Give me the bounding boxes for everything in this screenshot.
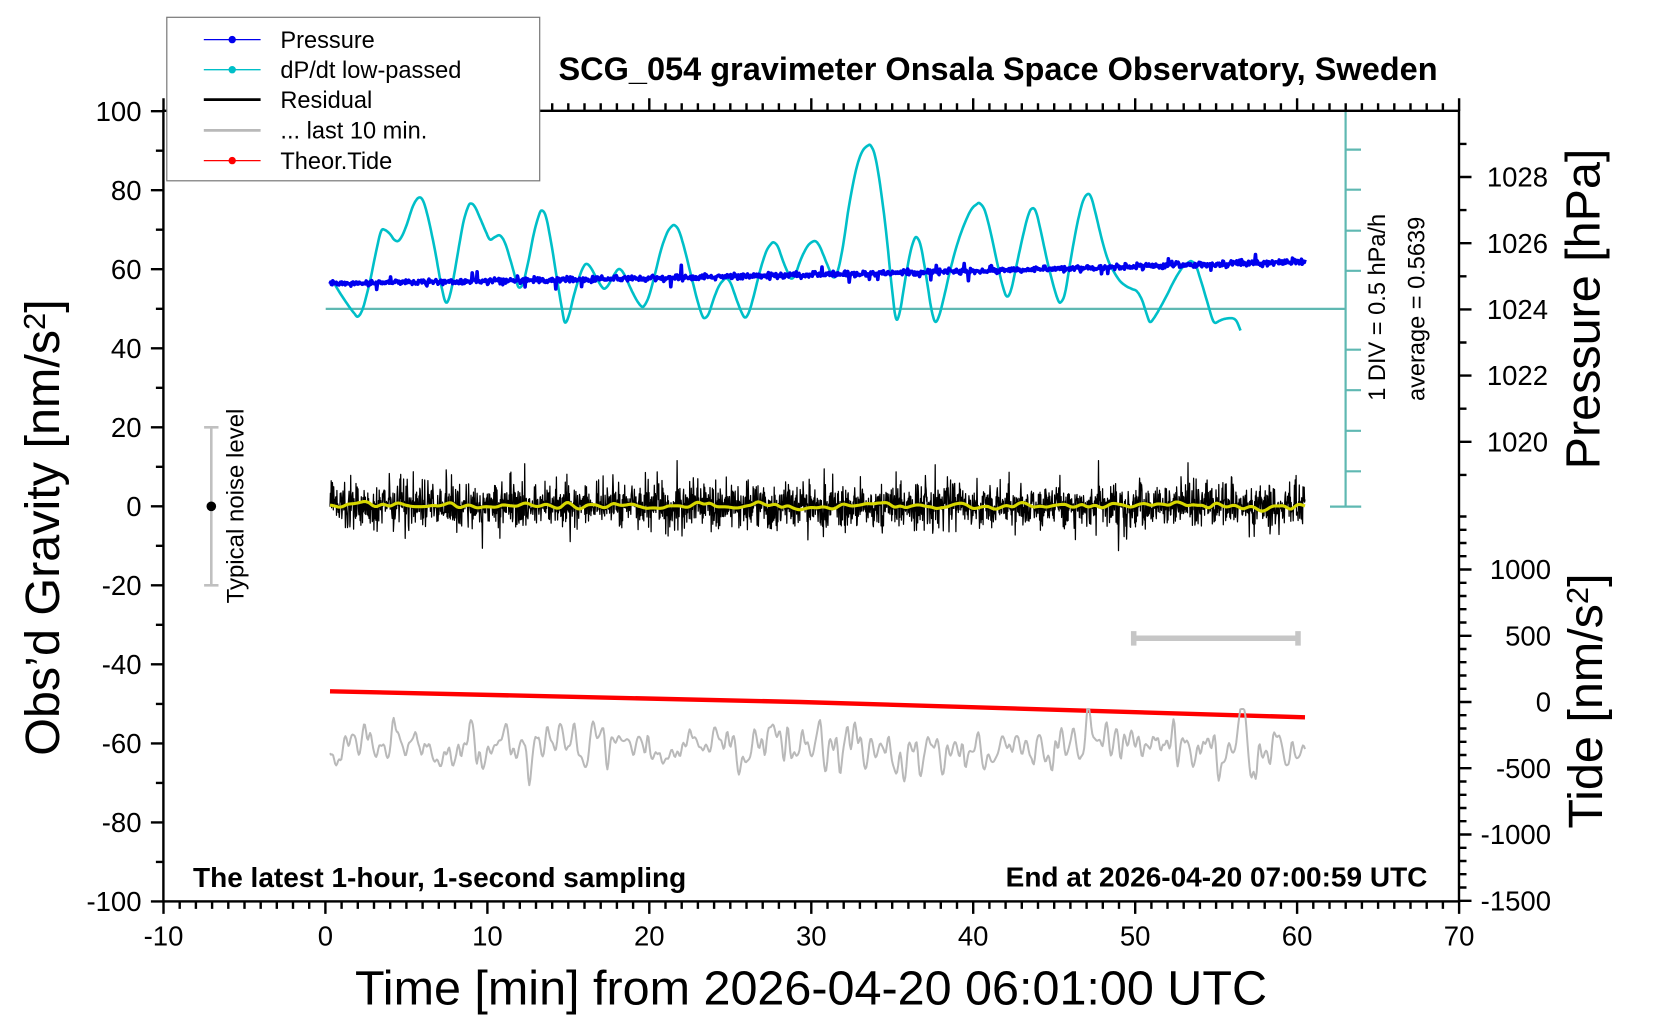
svg-text:80: 80 — [111, 175, 142, 206]
svg-text:dP/dt low-passed: dP/dt low-passed — [280, 58, 461, 84]
svg-text:60: 60 — [111, 254, 142, 285]
svg-text:70: 70 — [1444, 921, 1475, 952]
svg-text:-40: -40 — [102, 649, 142, 680]
svg-text:1026: 1026 — [1487, 228, 1548, 259]
svg-text:-1000: -1000 — [1481, 819, 1551, 850]
svg-text:1000: 1000 — [1490, 554, 1551, 585]
svg-text:-60: -60 — [102, 728, 142, 759]
svg-text:1024: 1024 — [1487, 294, 1548, 325]
svg-text:-10: -10 — [144, 921, 184, 952]
svg-text:-20: -20 — [102, 570, 142, 601]
svg-text:60: 60 — [1282, 921, 1313, 952]
svg-text:100: 100 — [96, 96, 142, 127]
svg-text:10: 10 — [472, 921, 503, 952]
svg-text:40: 40 — [111, 333, 142, 364]
svg-text:average = 0.5639: average = 0.5639 — [1405, 217, 1431, 401]
svg-text:-500: -500 — [1496, 753, 1551, 784]
svg-text:Time [min] from 2026-04-20 06:: Time [min] from 2026-04-20 06:01:00 UTC — [355, 962, 1267, 1016]
svg-text:Pressure [hPa]: Pressure [hPa] — [1557, 149, 1611, 470]
svg-text:The latest 1-hour, 1-second sa: The latest 1-hour, 1-second sampling — [193, 862, 686, 893]
svg-text:1028: 1028 — [1487, 162, 1548, 193]
svg-text:1020: 1020 — [1487, 426, 1548, 457]
svg-text:1022: 1022 — [1487, 360, 1548, 391]
svg-text:20: 20 — [111, 412, 142, 443]
svg-text:End at 2026-04-20 07:00:59 UTC: End at 2026-04-20 07:00:59 UTC — [1006, 862, 1428, 893]
svg-text:Pressure: Pressure — [280, 28, 374, 54]
svg-text:-1500: -1500 — [1481, 885, 1551, 916]
svg-text:Obs’d Gravity [nm/s2]: Obs’d Gravity [nm/s2] — [16, 299, 70, 756]
svg-text:500: 500 — [1505, 620, 1551, 651]
svg-text:40: 40 — [958, 921, 989, 952]
svg-text:SCG_054 gravimeter Onsala Spac: SCG_054 gravimeter Onsala Space Observat… — [558, 51, 1437, 87]
svg-text:0: 0 — [126, 491, 141, 522]
svg-text:Theor.Tide: Theor.Tide — [280, 149, 392, 175]
svg-text:Residual: Residual — [280, 88, 372, 114]
svg-text:... last 10 min.: ... last 10 min. — [280, 119, 427, 145]
svg-text:-100: -100 — [86, 886, 141, 917]
svg-text:-80: -80 — [102, 807, 142, 838]
svg-text:50: 50 — [1120, 921, 1151, 952]
svg-text:30: 30 — [796, 921, 827, 952]
svg-text:0: 0 — [1536, 687, 1551, 718]
svg-text:1 DIV = 0.5 hPa/h: 1 DIV = 0.5 hPa/h — [1365, 214, 1391, 401]
svg-text:20: 20 — [634, 921, 665, 952]
svg-text:0: 0 — [318, 921, 333, 952]
svg-text:Typical noise level: Typical noise level — [223, 409, 250, 604]
svg-text:Tide [nm/s2]: Tide [nm/s2] — [1559, 573, 1613, 828]
